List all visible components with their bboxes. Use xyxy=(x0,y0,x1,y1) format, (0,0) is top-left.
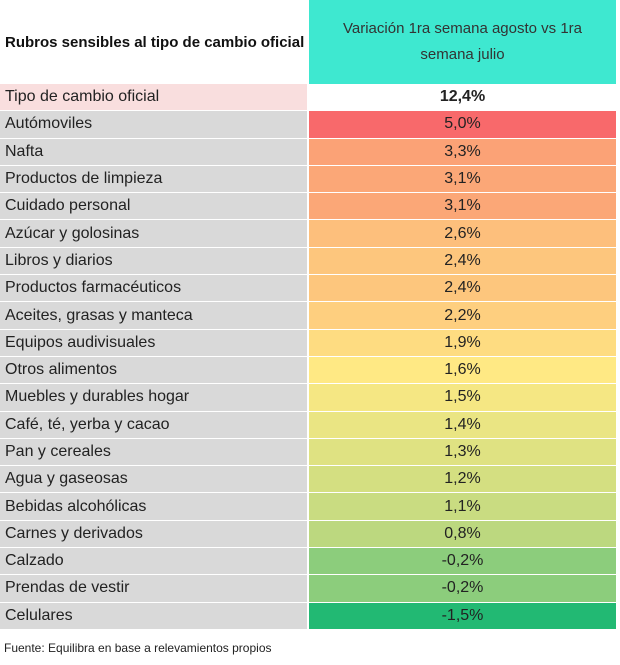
row-value: 3,1% xyxy=(307,192,616,221)
row-label: Nafta xyxy=(0,138,308,166)
row-value: 3,3% xyxy=(307,138,616,166)
table-row: Productos farmacéuticos 2,4% xyxy=(0,274,616,303)
row-label: Productos farmacéuticos xyxy=(0,274,308,303)
row-label: Muebles y durables hogar xyxy=(0,383,308,412)
row-label: Café, té, yerba y cacao xyxy=(0,411,308,439)
row-value: -1,5% xyxy=(307,602,616,630)
row-value: 3,1% xyxy=(307,165,616,194)
table-row: Agua y gaseosas 1,2% xyxy=(0,465,616,494)
row-value: -0,2% xyxy=(307,574,616,603)
row-value: 1,3% xyxy=(307,438,616,467)
table-row: Calzado -0,2% xyxy=(0,547,616,576)
row-label: Azúcar y golosinas xyxy=(0,219,308,248)
row-label: Bebidas alcohólicas xyxy=(0,492,308,521)
row-value: -0,2% xyxy=(307,547,616,576)
table-row: Celulares -1,5% xyxy=(0,602,616,630)
table-row: Productos de limpieza 3,1% xyxy=(0,165,616,194)
highlight-row: Tipo de cambio oficial 12,4% xyxy=(0,84,616,112)
table-row: Muebles y durables hogar 1,5% xyxy=(0,383,616,412)
table-row: Cuidado personal 3,1% xyxy=(0,192,616,221)
table-row: Pan y cereales 1,3% xyxy=(0,438,616,467)
row-value: 1,1% xyxy=(307,492,616,521)
table-row: Bebidas alcohólicas 1,1% xyxy=(0,492,616,521)
row-value: 1,6% xyxy=(307,356,616,385)
row-value: 12,4% xyxy=(307,84,616,112)
row-label: Tipo de cambio oficial xyxy=(0,84,308,112)
row-value: 2,4% xyxy=(307,247,616,276)
row-label: Otros alimentos xyxy=(0,356,308,385)
table-row: Nafta 3,3% xyxy=(0,138,616,166)
data-table: Rubros sensibles al tipo de cambio ofici… xyxy=(0,0,616,630)
row-value: 5,0% xyxy=(307,110,616,139)
table-row: Carnes y derivados 0,8% xyxy=(0,520,616,549)
header-row: Rubros sensibles al tipo de cambio ofici… xyxy=(0,0,616,84)
row-label: Agua y gaseosas xyxy=(0,465,308,494)
row-label: Equipos audivisuales xyxy=(0,329,308,357)
table-row: Café, té, yerba y cacao 1,4% xyxy=(0,411,616,439)
row-label: Celulares xyxy=(0,602,308,630)
row-value: 1,2% xyxy=(307,465,616,494)
row-label: Libros y diarios xyxy=(0,247,308,276)
row-value: 2,2% xyxy=(307,301,616,330)
table-row: Equipos audivisuales 1,9% xyxy=(0,329,616,357)
row-label: Cuidado personal xyxy=(0,192,308,221)
row-value: 1,5% xyxy=(307,383,616,412)
table-row: Libros y diarios 2,4% xyxy=(0,247,616,276)
row-label: Prendas de vestir xyxy=(0,574,308,603)
row-value: 1,4% xyxy=(307,411,616,439)
table-row: Azúcar y golosinas 2,6% xyxy=(0,219,616,248)
row-value: 1,9% xyxy=(307,329,616,357)
row-label: Aceites, grasas y manteca xyxy=(0,301,308,330)
row-value: 2,6% xyxy=(307,219,616,248)
row-label: Pan y cereales xyxy=(0,438,308,467)
row-value: 2,4% xyxy=(307,274,616,303)
table-row: Prendas de vestir -0,2% xyxy=(0,574,616,603)
table-row: Otros alimentos 1,6% xyxy=(0,356,616,385)
source-note: Fuente: Equilibra en base a relevamiento… xyxy=(4,641,272,655)
row-label: Carnes y derivados xyxy=(0,520,308,549)
table-row: Autómoviles 5,0% xyxy=(0,110,616,139)
row-label: Productos de limpieza xyxy=(0,165,308,194)
column-header: Variación 1ra semana agosto vs 1ra seman… xyxy=(307,0,616,84)
row-value: 0,8% xyxy=(307,520,616,549)
row-label: Calzado xyxy=(0,547,308,576)
table-title: Rubros sensibles al tipo de cambio ofici… xyxy=(5,33,305,51)
table-row: Aceites, grasas y manteca 2,2% xyxy=(0,301,616,330)
row-label: Autómoviles xyxy=(0,110,308,139)
